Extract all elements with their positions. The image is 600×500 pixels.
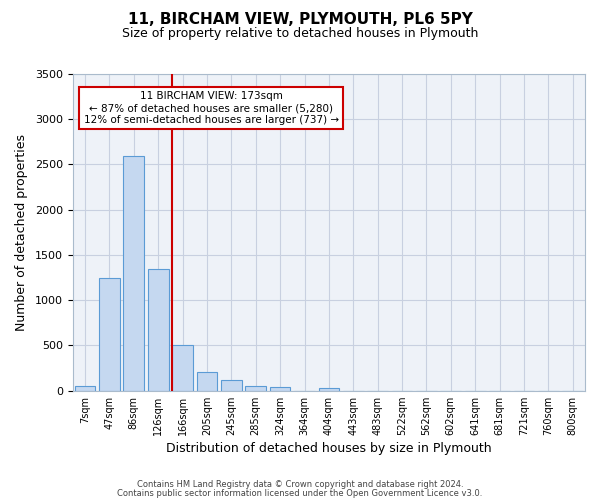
Bar [124, 156, 144, 390]
Bar [270, 387, 290, 390]
Y-axis label: Number of detached properties: Number of detached properties [15, 134, 28, 331]
Text: Contains public sector information licensed under the Open Government Licence v3: Contains public sector information licen… [118, 488, 482, 498]
Bar [221, 380, 242, 390]
Text: Size of property relative to detached houses in Plymouth: Size of property relative to detached ho… [122, 28, 478, 40]
Bar [319, 388, 339, 390]
Bar [172, 346, 193, 391]
X-axis label: Distribution of detached houses by size in Plymouth: Distribution of detached houses by size … [166, 442, 492, 455]
Bar [148, 268, 169, 390]
Text: 11, BIRCHAM VIEW, PLYMOUTH, PL6 5PY: 11, BIRCHAM VIEW, PLYMOUTH, PL6 5PY [128, 12, 472, 28]
Text: Contains HM Land Registry data © Crown copyright and database right 2024.: Contains HM Land Registry data © Crown c… [137, 480, 463, 489]
Bar [245, 386, 266, 390]
Text: 11 BIRCHAM VIEW: 173sqm
← 87% of detached houses are smaller (5,280)
12% of semi: 11 BIRCHAM VIEW: 173sqm ← 87% of detache… [83, 92, 338, 124]
Bar [197, 372, 217, 390]
Bar [99, 278, 120, 390]
Bar [74, 386, 95, 390]
